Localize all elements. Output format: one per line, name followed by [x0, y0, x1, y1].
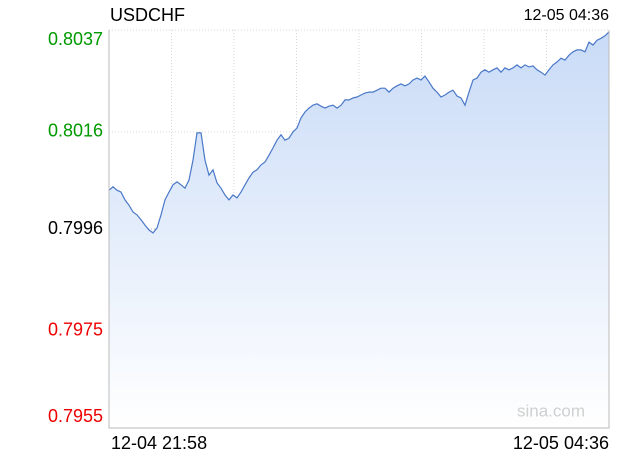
y-tick-label: 0.8016: [48, 121, 103, 141]
watermark: sina.com: [517, 401, 585, 420]
y-tick-label: 0.7996: [48, 218, 103, 238]
y-tick-label: 0.7955: [48, 406, 103, 426]
plot-border: [108, 30, 610, 429]
x-tick-label: 12-05 04:36: [513, 433, 609, 453]
area: [109, 31, 609, 429]
x-tick-label: 12-04 21:58: [111, 433, 207, 453]
update-time: 12-05 04:36: [524, 7, 610, 24]
y-tick-label: 0.7975: [48, 320, 103, 340]
y-tick-label: 0.8037: [48, 29, 103, 49]
chart-title: USDCHF: [110, 5, 185, 25]
line: [108, 31, 610, 234]
